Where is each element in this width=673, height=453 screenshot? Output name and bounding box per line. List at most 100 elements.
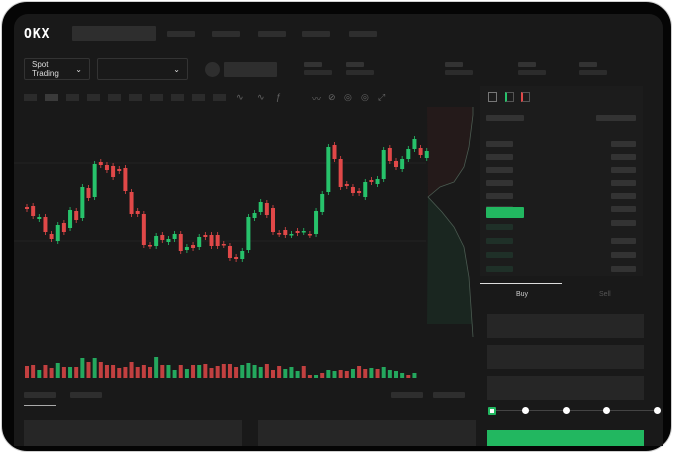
pen-icon[interactable]: ⊘: [328, 92, 336, 102]
timeframe-button[interactable]: [213, 94, 226, 101]
timeframe-button[interactable]: [150, 94, 163, 101]
volume-bar: [135, 367, 140, 378]
volume-bar: [141, 365, 146, 378]
bid-amount: [611, 220, 636, 226]
volume-bar: [320, 373, 325, 378]
volume-bar: [104, 365, 109, 378]
candle-body: [350, 187, 355, 193]
fx-icon[interactable]: ƒ: [276, 92, 282, 102]
volume-bar: [160, 365, 165, 378]
indicator-icon[interactable]: ∿: [257, 92, 265, 102]
candle-body: [197, 237, 202, 247]
depth-bid-area: [427, 197, 473, 337]
coin-icon: [205, 62, 220, 77]
volume-bar: [221, 364, 226, 378]
price-input[interactable]: [487, 314, 644, 338]
candle-body: [221, 244, 226, 246]
stat-label: [304, 62, 322, 67]
bid-amount: [611, 266, 636, 272]
volume-bar: [203, 364, 208, 378]
candle-body: [141, 214, 146, 245]
volume-bar: [166, 365, 171, 378]
volume-bar: [55, 363, 60, 378]
stat-value: [518, 70, 546, 75]
pair-name: [224, 62, 277, 77]
candle-body: [406, 149, 411, 159]
candle-body: [61, 223, 66, 232]
settings-icon[interactable]: ◎: [361, 92, 369, 102]
orderbook-both-icon[interactable]: [488, 92, 497, 102]
candle-body: [111, 166, 116, 177]
candle-body: [271, 208, 275, 232]
camera-icon[interactable]: ◎: [344, 92, 352, 102]
timeframe-button[interactable]: [129, 94, 142, 101]
volume-bar: [111, 365, 116, 378]
volume-bar: [25, 366, 29, 378]
volume-bar: [86, 362, 91, 378]
candle-body: [400, 159, 405, 169]
tab-sell[interactable]: Sell: [599, 291, 611, 298]
candle-body: [394, 161, 398, 167]
timeframe-button[interactable]: [45, 94, 58, 101]
orderbook-bids-icon[interactable]: [505, 92, 514, 102]
candle-body: [86, 188, 91, 198]
nav-item[interactable]: [349, 31, 377, 37]
tab-open-orders[interactable]: [24, 392, 56, 398]
volume-bar: [209, 368, 214, 378]
volume-bar: [98, 362, 103, 378]
nav-item[interactable]: [167, 31, 195, 37]
candle-body: [172, 234, 177, 239]
amount-slider[interactable]: [492, 410, 660, 411]
pair-dropdown[interactable]: ⌄: [97, 58, 188, 80]
ask-amount: [611, 180, 636, 186]
volume-bar: [68, 367, 73, 378]
timeframe-button[interactable]: [24, 94, 37, 101]
slider-mark-25[interactable]: [522, 407, 529, 414]
search-bar[interactable]: [72, 26, 156, 41]
line-icon[interactable]: 〰: [312, 94, 322, 104]
slider-mark-50[interactable]: [563, 407, 570, 414]
total-input[interactable]: [487, 376, 644, 400]
volume-bar: [117, 368, 122, 378]
timeframe-button[interactable]: [171, 94, 184, 101]
tab-buy[interactable]: Buy: [516, 291, 529, 298]
volume-bar: [258, 367, 263, 378]
filter-button[interactable]: [391, 392, 423, 398]
volume-bar: [375, 369, 380, 378]
nav-item[interactable]: [212, 31, 240, 37]
stat-label: [518, 62, 536, 67]
slider-mark-75[interactable]: [603, 407, 610, 414]
tab-history[interactable]: [70, 392, 102, 398]
indicator-icon[interactable]: ∿: [236, 92, 244, 102]
volume-bar: [43, 365, 48, 378]
ask-price: [486, 141, 513, 147]
orderbook-asks-icon[interactable]: [521, 92, 530, 102]
volume-bar: [74, 367, 79, 378]
volume-bar: [240, 365, 245, 378]
candle-body: [326, 147, 331, 192]
candle-body: [320, 194, 325, 212]
candle-body: [338, 159, 343, 187]
volume-bar: [61, 367, 66, 378]
volume-bar: [191, 365, 196, 378]
timeframe-button[interactable]: [87, 94, 100, 101]
filter-button[interactable]: [433, 392, 465, 398]
fullscreen-icon[interactable]: ⤢: [378, 92, 386, 102]
timeframe-button[interactable]: [192, 94, 205, 101]
spot-trading-dropdown[interactable]: Spot Trading ⌄: [24, 58, 90, 80]
buy-button[interactable]: [487, 430, 644, 446]
nav-item[interactable]: [302, 31, 330, 37]
slider-mark-100[interactable]: [654, 407, 661, 414]
candlestick-chart[interactable]: [14, 107, 480, 397]
app-screen: OKX Spot Trading ⌄ ⌄ ∿ ∿ ƒ 〰 ⊘ ◎ ◎ ⤢ Buy …: [14, 14, 663, 446]
volume-bar: [264, 364, 269, 378]
timeframe-button[interactable]: [66, 94, 79, 101]
volume-bar: [197, 365, 202, 378]
volume-bar: [123, 367, 128, 378]
volume-bar: [148, 367, 152, 378]
amount-input[interactable]: [487, 345, 644, 369]
nav-item[interactable]: [258, 31, 286, 37]
volume-bar: [326, 370, 331, 378]
slider-handle[interactable]: [488, 407, 496, 415]
timeframe-button[interactable]: [108, 94, 121, 101]
